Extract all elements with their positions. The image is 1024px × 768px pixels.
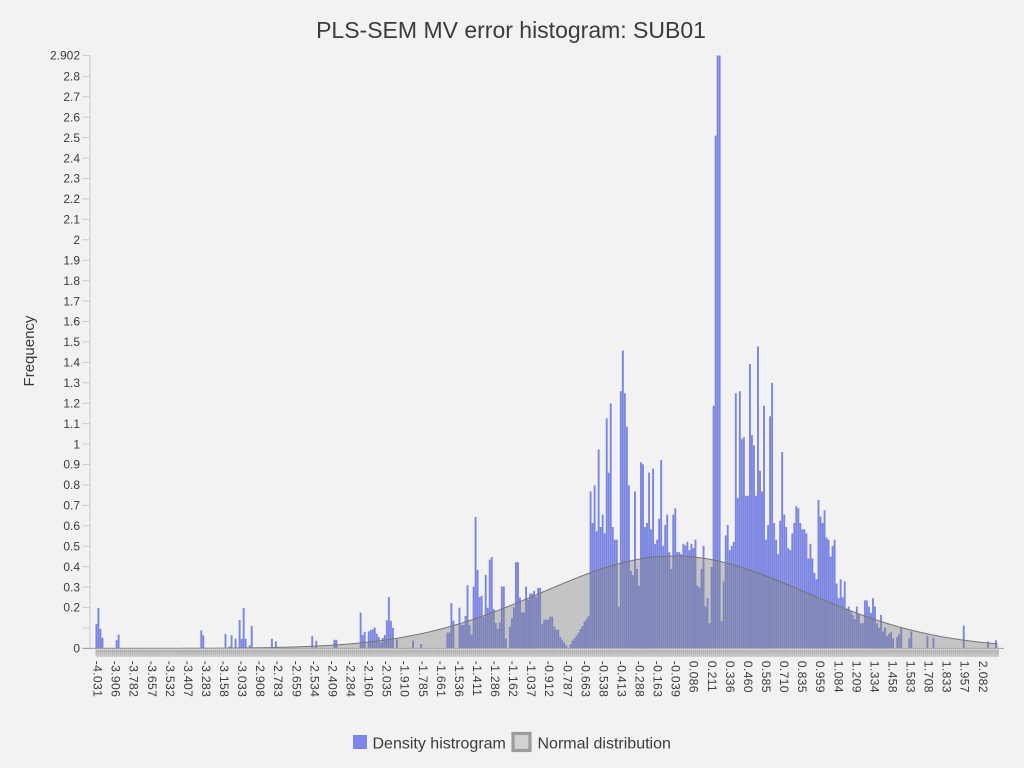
svg-text:-3.906: -3.906 <box>109 661 123 697</box>
svg-text:-2.783: -2.783 <box>271 661 285 697</box>
svg-text:0: 0 <box>73 642 80 656</box>
svg-text:2.1: 2.1 <box>63 213 80 227</box>
svg-text:-4.031: -4.031 <box>91 661 105 697</box>
svg-text:-3.407: -3.407 <box>181 661 195 697</box>
svg-text:0.959: 0.959 <box>813 661 827 693</box>
svg-text:2.8: 2.8 <box>63 70 80 84</box>
svg-text:0.585: 0.585 <box>759 661 773 693</box>
svg-text:1.1: 1.1 <box>63 417 80 431</box>
svg-text:-2.035: -2.035 <box>380 661 394 697</box>
svg-text:-1.910: -1.910 <box>398 661 412 697</box>
svg-text:1.3: 1.3 <box>63 376 80 390</box>
svg-text:-0.413: -0.413 <box>615 661 629 697</box>
svg-text:0.7: 0.7 <box>63 499 80 513</box>
svg-text:1.5: 1.5 <box>63 335 80 349</box>
svg-text:Frequency: Frequency <box>21 315 38 386</box>
svg-text:-2.659: -2.659 <box>289 661 303 697</box>
svg-text:2.082: 2.082 <box>976 661 990 693</box>
svg-text:2.5: 2.5 <box>63 131 80 145</box>
svg-text:0.211: 0.211 <box>705 661 719 692</box>
svg-text:-0.039: -0.039 <box>669 661 683 697</box>
svg-text:1.7: 1.7 <box>63 294 80 308</box>
svg-text:0.6: 0.6 <box>63 519 80 533</box>
svg-text:0.3: 0.3 <box>63 580 80 594</box>
svg-text:0.086: 0.086 <box>687 661 701 693</box>
svg-text:-3.532: -3.532 <box>163 661 177 697</box>
svg-text:-3.033: -3.033 <box>235 661 249 697</box>
svg-text:1.957: 1.957 <box>958 661 972 693</box>
svg-text:1.4: 1.4 <box>63 356 80 370</box>
svg-text:-2.284: -2.284 <box>344 661 358 697</box>
svg-text:2.4: 2.4 <box>63 151 80 165</box>
svg-text:PLS-SEM MV error histogram: SU: PLS-SEM MV error histogram: SUB01 <box>316 17 706 43</box>
svg-text:-2.409: -2.409 <box>325 661 339 697</box>
svg-text:1.583: 1.583 <box>904 661 918 693</box>
svg-text:2.3: 2.3 <box>63 172 80 186</box>
svg-text:0.8: 0.8 <box>63 478 80 492</box>
svg-text:0.4: 0.4 <box>63 560 80 574</box>
svg-text:1.8: 1.8 <box>63 274 80 288</box>
svg-text:-0.912: -0.912 <box>542 661 556 697</box>
svg-text:2.7: 2.7 <box>63 90 80 104</box>
svg-text:-0.787: -0.787 <box>560 661 574 697</box>
svg-text:2.2: 2.2 <box>63 192 80 206</box>
svg-text:1.209: 1.209 <box>849 661 863 693</box>
svg-text:2: 2 <box>73 233 80 247</box>
svg-text:2.902: 2.902 <box>50 49 80 63</box>
svg-text:-1.536: -1.536 <box>452 661 466 697</box>
svg-text:1.9: 1.9 <box>63 253 80 267</box>
svg-text:1: 1 <box>73 437 80 451</box>
svg-text:2.6: 2.6 <box>63 110 80 124</box>
svg-text:1.2: 1.2 <box>63 396 80 410</box>
svg-text:-2.534: -2.534 <box>307 661 321 697</box>
svg-text:1.708: 1.708 <box>922 661 936 693</box>
svg-text:-1.785: -1.785 <box>416 661 430 697</box>
svg-text:1.833: 1.833 <box>940 661 954 693</box>
svg-text:0.2: 0.2 <box>63 601 80 615</box>
svg-text:-1.286: -1.286 <box>488 661 502 697</box>
svg-text:-3.283: -3.283 <box>199 661 213 697</box>
svg-text:-1.411: -1.411 <box>470 661 484 696</box>
svg-text:-2.160: -2.160 <box>362 661 376 697</box>
svg-text:Density histrogram: Density histrogram <box>373 736 506 753</box>
svg-text:0.336: 0.336 <box>723 661 737 693</box>
svg-text:-2.908: -2.908 <box>253 661 267 697</box>
svg-text:1.6: 1.6 <box>63 315 80 329</box>
svg-text:1.084: 1.084 <box>831 661 845 693</box>
svg-text:0.460: 0.460 <box>741 661 755 693</box>
svg-text:0.710: 0.710 <box>777 661 791 693</box>
svg-text:-0.288: -0.288 <box>633 661 647 697</box>
svg-text:0.9: 0.9 <box>63 458 80 472</box>
svg-text:-0.663: -0.663 <box>578 661 592 697</box>
svg-text:1.334: 1.334 <box>867 661 881 693</box>
svg-text:-1.661: -1.661 <box>434 661 448 697</box>
svg-text:Normal distribution: Normal distribution <box>538 736 671 753</box>
svg-text:-3.782: -3.782 <box>127 661 141 697</box>
svg-text:-0.163: -0.163 <box>651 661 665 697</box>
svg-text:-0.538: -0.538 <box>596 661 610 697</box>
svg-text:-1.162: -1.162 <box>506 661 520 697</box>
svg-text:-1.037: -1.037 <box>524 661 538 697</box>
svg-text:-3.657: -3.657 <box>145 661 159 697</box>
svg-text:-3.158: -3.158 <box>217 661 231 697</box>
svg-text:0.5: 0.5 <box>63 540 80 554</box>
svg-text:0.835: 0.835 <box>795 661 809 693</box>
svg-text:1.458: 1.458 <box>886 661 900 693</box>
